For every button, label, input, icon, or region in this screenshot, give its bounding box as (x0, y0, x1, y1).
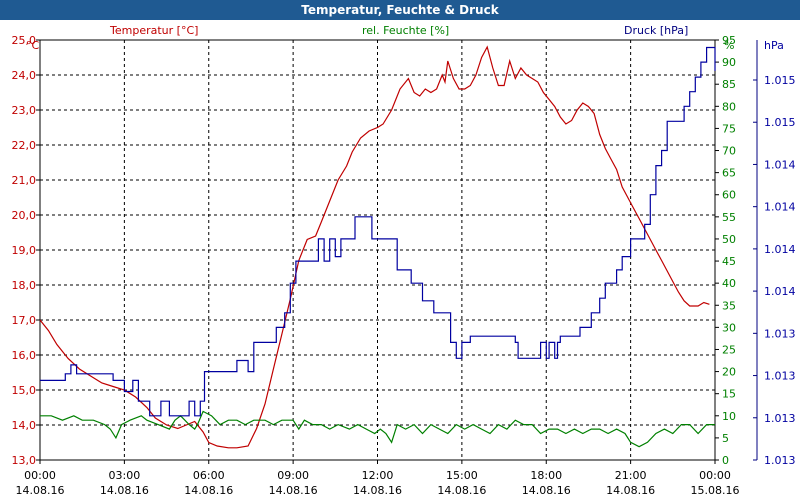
temperature-ticks: 25,0 24,0 23,0 22,0 21,0 20,0 19,0 18,0 17,0 16,0… (12, 34, 40, 467)
temperature-tick-label: 13,0 (12, 454, 37, 467)
temperature-tick-label: 19,0 (12, 244, 37, 257)
pressure-axis-label: Druck [hPa] (624, 24, 689, 37)
temperature-tick-label: 16,0 (12, 349, 37, 362)
humidity-unit: % (724, 39, 735, 52)
x-tick-date: 14.08.16 (184, 484, 233, 497)
x-tick-time: 18:00 (530, 469, 562, 482)
humidity-tick-label: 65 (722, 167, 736, 180)
humidity-tick-label: 50 (722, 233, 736, 246)
humidity-tick-label: 45 (722, 255, 736, 268)
window-title: Temperatur, Feuchte & Druck (0, 0, 800, 20)
temperature-tick-label: 20,0 (12, 209, 37, 222)
x-tick-date: 14.08.16 (100, 484, 149, 497)
temperature-tick-label: 25,0 (12, 34, 37, 47)
humidity-tick-label: 85 (722, 78, 736, 91)
temperature-tick-label: 18,0 (12, 279, 37, 292)
humidity-tick-label: 60 (722, 189, 736, 202)
temperature-tick-label: 21,0 (12, 174, 37, 187)
pressure-tick-label: 1.015 (764, 74, 796, 87)
humidity-tick-label: 35 (722, 299, 736, 312)
x-tick-date: 15.08.16 (691, 484, 740, 497)
humidity-tick-label: 40 (722, 277, 736, 290)
axis-frame (39, 39, 758, 461)
x-tick-date: 14.08.16 (606, 484, 655, 497)
series-group (39, 45, 716, 449)
temperature-axis-label: Temperatur [°C] (110, 24, 199, 37)
humidity-tick-label: 5 (722, 432, 729, 445)
temperature-tick-label: 24,0 (12, 69, 37, 82)
pressure-tick-label: 1.013 (764, 412, 796, 425)
temperature-tick-label: 17,0 (12, 314, 37, 327)
x-tick-time: 00:00 (24, 469, 56, 482)
humidity-tick-label: 30 (722, 321, 736, 334)
series-line-humidity (40, 410, 715, 448)
series-line-pressure (40, 46, 716, 417)
series-line-temperature (39, 45, 710, 449)
x-tick-date: 14.08.16 (16, 484, 65, 497)
pressure-tick-label: 1.013 (764, 370, 796, 383)
pressure-tick-label: 1.014 (764, 243, 796, 256)
humidity-tick-label: 20 (722, 366, 736, 379)
pressure-tick-label: 1.015 (764, 116, 796, 129)
temperature-tick-label: 15,0 (12, 384, 37, 397)
x-tick-time: 03:00 (109, 469, 141, 482)
x-tick-time: 15:00 (446, 469, 478, 482)
temperature-tick-label: 22,0 (12, 139, 37, 152)
humidity-tick-label: 90 (722, 56, 736, 69)
x-tick-time: 12:00 (362, 469, 394, 482)
x-tick-date: 14.08.16 (353, 484, 402, 497)
grid-lines (40, 40, 715, 460)
humidity-tick-label: 25 (722, 343, 736, 356)
x-tick-time: 06:00 (193, 469, 225, 482)
x-tick-time: 09:00 (277, 469, 309, 482)
humidity-tick-label: 10 (722, 410, 736, 423)
humidity-tick-label: 0 (722, 454, 729, 467)
humidity-tick-label: 75 (722, 122, 736, 135)
humidity-tick-label: 15 (722, 388, 736, 401)
pressure-tick-label: 1.014 (764, 158, 796, 171)
humidity-axis-label: rel. Feuchte [%] (362, 24, 450, 37)
temperature-tick-label: 23,0 (12, 104, 37, 117)
humidity-tick-label: 70 (722, 145, 736, 158)
humidity-tick-label: 55 (722, 211, 736, 224)
pressure-unit: hPa (764, 39, 784, 52)
pressure-ticks: 1.015 1.015 1.014 1.014 1.014 1.014 1.013 1.013… (753, 74, 796, 467)
temperature-unit: °C (26, 39, 40, 52)
x-tick-time: 00:00 (699, 469, 731, 482)
temperature-tick-label: 14,0 (12, 419, 37, 432)
pressure-tick-label: 1.013 (764, 327, 796, 340)
pressure-tick-label: 1.014 (764, 285, 796, 298)
pressure-tick-label: 1.013 (764, 454, 796, 467)
x-ticks: 00:00 14.08.16 03:00 14.08.16 06:00 14.08.16 0… (16, 460, 740, 497)
pressure-tick-label: 1.014 (764, 201, 796, 214)
humidity-tick-label: 95 (722, 34, 736, 47)
x-tick-date: 14.08.16 (522, 484, 571, 497)
x-tick-time: 21:00 (615, 469, 647, 482)
x-tick-date: 14.08.16 (269, 484, 318, 497)
x-tick-date: 14.08.16 (437, 484, 486, 497)
humidity-tick-label: 80 (722, 100, 736, 113)
